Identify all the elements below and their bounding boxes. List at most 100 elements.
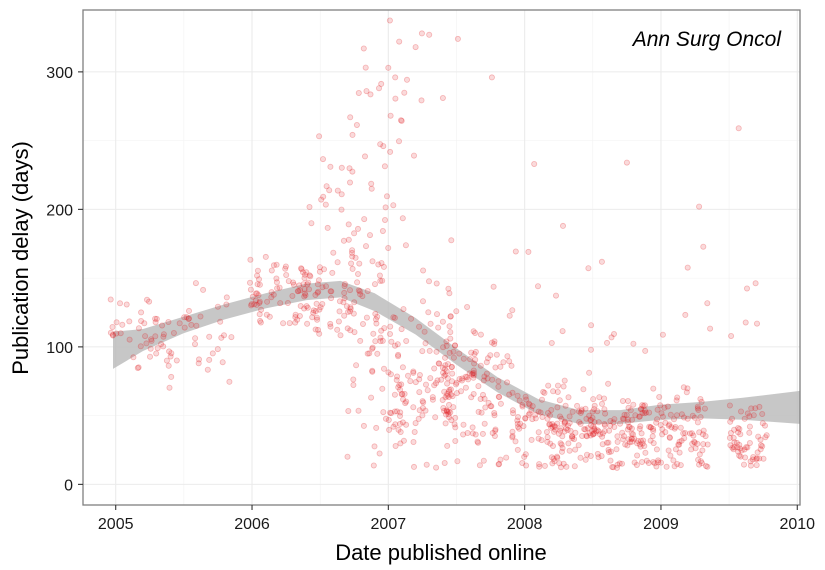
- data-point: [346, 287, 353, 294]
- data-point: [410, 368, 417, 375]
- data-point: [662, 429, 669, 436]
- data-point: [488, 403, 495, 410]
- data-point: [631, 459, 638, 466]
- data-point: [659, 331, 666, 338]
- data-point: [334, 326, 341, 333]
- data-point: [218, 334, 225, 341]
- data-point: [419, 298, 426, 305]
- data-point: [327, 320, 334, 327]
- data-point: [632, 412, 639, 419]
- data-point: [535, 435, 542, 442]
- data-point: [624, 416, 631, 423]
- data-point: [471, 351, 478, 358]
- data-point: [316, 330, 323, 337]
- data-point: [694, 403, 701, 410]
- data-point: [619, 429, 626, 436]
- data-point: [441, 354, 448, 361]
- data-point: [738, 447, 745, 454]
- x-tick-label: 2008: [507, 516, 543, 533]
- data-point: [481, 420, 488, 427]
- data-point: [595, 428, 602, 435]
- data-point: [383, 193, 390, 200]
- data-point: [572, 429, 579, 436]
- data-point: [729, 415, 736, 422]
- data-point: [619, 415, 626, 422]
- data-point: [444, 442, 451, 449]
- data-point: [451, 342, 458, 349]
- data-point: [446, 323, 453, 330]
- data-point: [741, 415, 748, 422]
- x-tick-label: 2010: [779, 516, 815, 533]
- data-point: [385, 416, 392, 423]
- data-point: [477, 331, 484, 338]
- data-point: [440, 404, 447, 411]
- data-point: [377, 334, 384, 341]
- data-point: [546, 421, 553, 428]
- data-point: [443, 368, 450, 375]
- data-point: [270, 291, 277, 298]
- data-point: [614, 461, 621, 468]
- data-point: [752, 280, 759, 287]
- data-point: [636, 413, 643, 420]
- data-point: [590, 423, 597, 430]
- data-point: [353, 122, 360, 129]
- data-point: [366, 350, 373, 357]
- data-point: [637, 443, 644, 450]
- data-point: [449, 370, 456, 377]
- data-point: [696, 203, 703, 210]
- data-point: [335, 318, 342, 325]
- data-point: [444, 390, 451, 397]
- data-point: [349, 265, 356, 272]
- data-point: [290, 279, 297, 286]
- data-point: [756, 403, 763, 410]
- data-point: [561, 377, 568, 384]
- data-point: [701, 405, 708, 412]
- data-point: [193, 322, 200, 329]
- data-point: [589, 427, 596, 434]
- data-point: [399, 419, 406, 426]
- data-point: [641, 410, 648, 417]
- data-point: [642, 407, 649, 414]
- data-point: [444, 380, 451, 387]
- data-point: [658, 459, 665, 466]
- data-point: [591, 425, 598, 432]
- data-point: [351, 230, 358, 237]
- y-tick-label: 0: [64, 477, 73, 494]
- data-point: [440, 344, 447, 351]
- data-point: [468, 349, 475, 356]
- data-point: [487, 403, 494, 410]
- data-point: [431, 365, 438, 372]
- data-point: [596, 394, 603, 401]
- data-point: [735, 429, 742, 436]
- data-point: [427, 320, 434, 327]
- data-point: [452, 437, 459, 444]
- data-point: [308, 220, 315, 227]
- data-point: [148, 336, 155, 343]
- data-point: [650, 385, 657, 392]
- data-point: [361, 216, 368, 223]
- data-point: [453, 390, 460, 397]
- data-point: [671, 425, 678, 432]
- data-point: [146, 298, 153, 305]
- data-point: [625, 423, 632, 430]
- data-point: [605, 439, 612, 446]
- data-point: [392, 74, 399, 81]
- data-point: [451, 342, 458, 349]
- data-point: [698, 460, 705, 467]
- data-point: [266, 313, 273, 320]
- data-point: [639, 402, 646, 409]
- data-point: [689, 440, 696, 447]
- data-point: [282, 265, 289, 272]
- data-point: [474, 438, 481, 445]
- data-point: [673, 412, 680, 419]
- data-point: [426, 31, 433, 38]
- data-point: [316, 264, 323, 271]
- data-point: [273, 261, 280, 268]
- data-point: [522, 415, 529, 422]
- data-point: [521, 453, 528, 460]
- data-point: [366, 232, 373, 239]
- data-point: [439, 396, 446, 403]
- data-point: [637, 423, 644, 430]
- data-point: [355, 287, 362, 294]
- data-point: [646, 423, 653, 430]
